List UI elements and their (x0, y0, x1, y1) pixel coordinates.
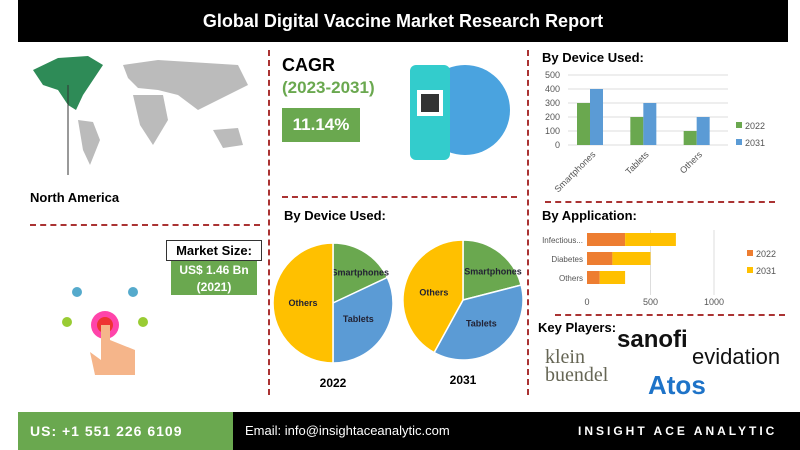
bar (599, 271, 626, 284)
slice-label: Smartphones (464, 267, 522, 277)
touch-hand-icon (62, 287, 148, 375)
cagr-value: 11.14% (282, 108, 360, 142)
legend-label: 2022 (745, 121, 765, 131)
y-tick-label: 200 (545, 112, 560, 122)
cagr-period: (2023-2031) (282, 78, 375, 97)
evidation-logo: evidation (692, 344, 781, 369)
divider (282, 196, 517, 198)
application-bar-chart: Infectious... Diabetes Others 0 500 1000 2022 2… (542, 230, 776, 307)
cagr-label: CAGR (282, 55, 335, 75)
y-tick-label: 400 (545, 84, 560, 94)
market-size-box: Market Size: US$ 1.46 Bn (2021) (166, 240, 262, 295)
pie-title: By Device Used: (284, 208, 386, 223)
x-tick-label: 500 (643, 297, 658, 307)
y-tick-label: Diabetes (551, 255, 583, 264)
y-tick-label: 100 (545, 126, 560, 136)
legend-swatch (747, 267, 753, 273)
legend-label: 2031 (745, 138, 765, 148)
sanofi-logo: sanofi (617, 326, 688, 353)
device-bar-chart: 0 100 200 300 400 500 Smartphones Tablets Others… (545, 70, 765, 194)
slice-label: Tablets (343, 314, 374, 324)
pie-slice (433, 284, 524, 361)
legend-label: 2031 (756, 266, 776, 276)
bar (625, 233, 676, 246)
slice-label: Smartphones (332, 268, 390, 278)
bar (587, 252, 613, 265)
x-tick-label: Smartphones (552, 149, 597, 194)
x-tick-label: 0 (584, 297, 589, 307)
pie-slice (462, 239, 523, 301)
bar (590, 89, 603, 145)
pie-slice (332, 276, 394, 364)
legend-label: 2022 (756, 249, 776, 259)
pie-slice (272, 242, 334, 364)
y-tick-label: Others (559, 274, 583, 283)
pie-year-label: 2031 (450, 373, 477, 387)
market-size-label: Market Size: (166, 240, 262, 261)
footer-bar: Email: info@insightaceanalytic.com INSIG… (233, 412, 800, 450)
x-tick-label: 1000 (704, 297, 724, 307)
device-pie-charts: Smartphones Tablets Others 2022 Smartphones T… (272, 239, 524, 390)
legend-swatch (736, 139, 742, 145)
vaccine-globe-icon (410, 65, 510, 160)
application-bar-title: By Application: (542, 208, 637, 223)
phone-number: US: +1 551 226 6109 (18, 412, 233, 450)
y-tick-label: 300 (545, 98, 560, 108)
slice-label: Tablets (466, 319, 497, 329)
y-tick-label: Infectious... (542, 236, 583, 245)
divider (268, 50, 270, 395)
atos-logo: Atos (648, 370, 706, 400)
divider (30, 224, 260, 226)
divider (555, 314, 785, 316)
legend-swatch (747, 250, 753, 256)
x-tick-label: Others (678, 149, 705, 176)
pie-year-label: 2022 (320, 376, 347, 390)
y-tick-label: 0 (555, 140, 560, 150)
legend-swatch (736, 122, 742, 128)
bar (577, 103, 590, 145)
email-address: Email: info@insightaceanalytic.com (245, 423, 450, 438)
divider (527, 50, 529, 395)
bar (612, 252, 651, 265)
bar (683, 131, 697, 145)
divider (545, 201, 775, 203)
pie-slice (332, 242, 389, 305)
klein-buendel-logo: klein buendel (545, 346, 609, 386)
region-label: North America (30, 190, 120, 205)
bar (587, 233, 626, 246)
x-tick-label: Tablets (624, 149, 652, 177)
pie-slice (402, 239, 464, 354)
market-size-year: (2021) (171, 279, 257, 295)
slice-label: Others (419, 288, 448, 298)
brand-logo: INSIGHT ACE ANALYTIC (578, 424, 778, 438)
bar (643, 103, 657, 145)
y-tick-label: 500 (545, 70, 560, 80)
key-players-label: Key Players: (538, 320, 617, 335)
report-title: Global Digital Vaccine Market Research R… (18, 0, 788, 42)
bar (630, 117, 644, 145)
bar (696, 117, 710, 145)
world-map (33, 56, 248, 175)
slice-label: Others (288, 298, 317, 308)
market-size-value: US$ 1.46 Bn (171, 261, 257, 279)
device-bar-title: By Device Used: (542, 50, 644, 65)
bar (587, 271, 600, 284)
